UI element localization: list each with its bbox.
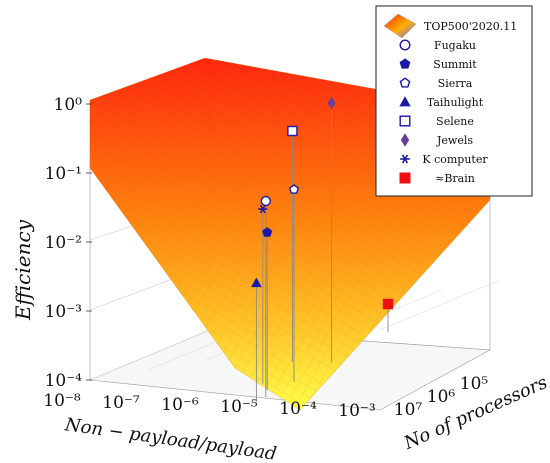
- legend-entry-label: Taihulight: [427, 96, 484, 109]
- z-tick-label: 10⁻²: [45, 233, 82, 253]
- legend-entry-label: K computer: [422, 153, 488, 166]
- legend-entry-label: Summit: [433, 58, 477, 71]
- legend-entry-label: ≈Brain: [435, 172, 475, 185]
- x-tick-label: 10⁻⁵: [220, 397, 258, 417]
- legend: TOP500'2020.11 Fugaku Summit Sierra Taihuli…: [375, 5, 533, 197]
- data-point: [382, 298, 394, 310]
- x-tick-label: 10⁻⁸: [43, 391, 81, 411]
- z-tick-label: 10⁰: [54, 95, 83, 115]
- data-point: [287, 125, 298, 137]
- z-tick-label: 10⁻¹: [45, 164, 82, 184]
- z-tick-label: 10⁻³: [45, 302, 82, 322]
- data-point: [258, 204, 268, 214]
- x-tick-label: 10⁻⁴: [279, 399, 317, 419]
- data-point: [260, 195, 271, 207]
- legend-marker-icon: [400, 133, 410, 147]
- legend-entry-label: Selene: [436, 115, 474, 128]
- legend-marker-icon: [399, 58, 411, 69]
- data-point: [327, 96, 336, 110]
- legend-entry-label: Sierra: [438, 77, 473, 90]
- data-point: [251, 277, 262, 288]
- y-tick-label: 10⁷: [394, 400, 423, 420]
- legend-surface-label: TOP500'2020.11: [424, 20, 517, 33]
- y-tick-label: 10⁶: [427, 387, 456, 407]
- legend-marker-icon: [399, 115, 411, 127]
- legend-marker-icon: [399, 77, 411, 88]
- x-tick-label: 10⁻³: [338, 401, 375, 421]
- legend-surface-swatch: [383, 13, 417, 39]
- legend-marker-icon: [399, 172, 411, 184]
- grid-line: [89, 329, 211, 381]
- data-point: [288, 184, 300, 194]
- z-axis-label: Efficiency: [11, 219, 35, 321]
- legend-entry-label: Fugaku: [434, 39, 476, 52]
- z-tick-label: 10⁻⁴: [45, 371, 83, 391]
- data-point: [262, 227, 273, 237]
- grid-line: [379, 279, 501, 331]
- legend-entry-label: Jewels: [436, 134, 473, 147]
- x-tick-label: 10⁻⁷: [102, 393, 140, 413]
- axis-ticks: 10⁻⁴ 10⁻³ 10⁻² 10⁻¹ 10⁰ 10⁻⁸ 10⁻⁷ 10⁻⁶ 10⁻⁵ 10⁻⁴ 1…: [43, 95, 488, 421]
- projection-lines: [255, 103, 389, 402]
- y-tick-label: 10⁵: [460, 374, 489, 394]
- data-markers: [251, 96, 394, 310]
- legend-marker-icon: [400, 154, 410, 164]
- x-axis-label: Non − payload/payload: [63, 414, 278, 463]
- legend-marker-icon: [399, 39, 411, 51]
- legend-marker-icon: [399, 96, 411, 107]
- x-tick-label: 10⁻⁶: [161, 395, 199, 415]
